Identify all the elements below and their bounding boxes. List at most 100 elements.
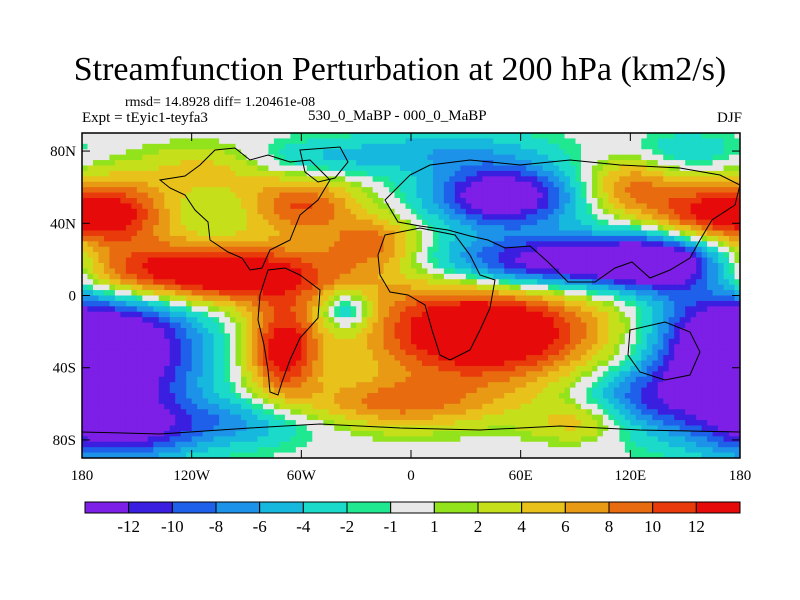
field-cell bbox=[531, 192, 538, 199]
field-cell bbox=[257, 268, 264, 275]
field-cell bbox=[345, 208, 352, 215]
field-cell bbox=[251, 252, 259, 259]
field-cell bbox=[191, 230, 198, 237]
field-cell bbox=[186, 306, 193, 313]
field-cell bbox=[367, 198, 374, 205]
field-cell bbox=[306, 295, 313, 302]
field-cell bbox=[454, 149, 461, 156]
field-cell bbox=[460, 187, 467, 194]
field-cell bbox=[361, 143, 368, 150]
field-cell bbox=[87, 160, 94, 167]
field-cell bbox=[619, 284, 626, 291]
field-cell bbox=[646, 273, 653, 280]
field-cell bbox=[685, 263, 692, 270]
field-cell bbox=[438, 208, 445, 215]
field-cell bbox=[734, 246, 740, 253]
field-cell bbox=[109, 214, 116, 221]
field-cell bbox=[202, 154, 209, 161]
field-cell bbox=[591, 241, 599, 248]
field-cell bbox=[449, 268, 456, 275]
field-cell bbox=[487, 241, 494, 248]
field-cell bbox=[224, 290, 231, 297]
field-cell bbox=[219, 219, 226, 226]
field-cell bbox=[394, 208, 401, 215]
field-cell bbox=[219, 344, 226, 351]
field-cell bbox=[493, 154, 500, 161]
field-cell bbox=[301, 295, 308, 302]
field-cell bbox=[482, 149, 489, 156]
field-cell bbox=[580, 317, 588, 324]
field-cell bbox=[570, 138, 577, 145]
field-cell bbox=[120, 246, 127, 253]
field-cell bbox=[180, 133, 187, 140]
field-cell bbox=[707, 328, 714, 335]
field-cell bbox=[109, 322, 116, 329]
field-cell bbox=[175, 306, 182, 313]
field-cell bbox=[597, 176, 604, 183]
field-cell bbox=[460, 160, 467, 167]
field-cell bbox=[109, 149, 116, 156]
field-cell bbox=[630, 208, 637, 215]
field-cell bbox=[372, 143, 379, 150]
field-cell bbox=[109, 138, 116, 145]
field-cell bbox=[378, 138, 385, 145]
field-cell bbox=[246, 306, 253, 313]
field-cell bbox=[175, 198, 182, 205]
field-cell bbox=[690, 268, 697, 275]
field-cell bbox=[284, 235, 291, 242]
field-cell bbox=[367, 143, 374, 150]
field-cell bbox=[443, 328, 450, 335]
field-cell bbox=[202, 241, 209, 248]
field-cell bbox=[339, 317, 346, 324]
field-cell bbox=[230, 198, 237, 205]
field-cell bbox=[273, 322, 280, 329]
field-cell bbox=[504, 322, 511, 329]
field-cell bbox=[663, 154, 670, 161]
field-cell bbox=[383, 317, 390, 324]
field-cell bbox=[169, 133, 176, 140]
field-cell bbox=[602, 311, 609, 318]
field-cell bbox=[345, 187, 352, 194]
field-cell bbox=[443, 225, 450, 232]
field-cell bbox=[542, 203, 549, 210]
field-cell bbox=[718, 235, 725, 242]
field-cell bbox=[646, 198, 653, 205]
field-cell bbox=[411, 284, 418, 291]
field-cell bbox=[608, 214, 615, 221]
field-cell bbox=[197, 311, 204, 318]
field-cell bbox=[646, 338, 653, 345]
field-cell bbox=[82, 273, 89, 280]
field-cell bbox=[153, 284, 160, 291]
field-cell bbox=[432, 295, 440, 302]
field-cell bbox=[235, 170, 242, 177]
field-cell bbox=[251, 290, 259, 297]
field-cell bbox=[564, 176, 571, 183]
field-cell bbox=[548, 263, 555, 270]
field-cell bbox=[257, 160, 264, 167]
field-cell bbox=[103, 284, 111, 291]
field-cell bbox=[438, 230, 445, 237]
field-cell bbox=[723, 328, 730, 335]
field-cell bbox=[114, 355, 121, 362]
field-cell bbox=[389, 198, 396, 205]
field-cell bbox=[449, 344, 456, 351]
field-cell bbox=[290, 170, 297, 177]
field-cell bbox=[175, 349, 182, 356]
field-cell bbox=[197, 235, 204, 242]
field-cell bbox=[471, 263, 478, 270]
field-cell bbox=[197, 300, 204, 307]
field-cell bbox=[586, 203, 593, 210]
field-cell bbox=[679, 268, 686, 275]
field-cell bbox=[597, 306, 604, 313]
field-cell bbox=[394, 279, 401, 286]
field-cell bbox=[630, 143, 637, 150]
field-cell bbox=[208, 306, 215, 313]
field-cell bbox=[421, 246, 429, 253]
field-cell bbox=[602, 149, 609, 156]
field-cell bbox=[487, 279, 494, 286]
field-cell bbox=[120, 344, 127, 351]
field-cell bbox=[674, 133, 681, 140]
field-cell bbox=[498, 241, 505, 248]
field-cell bbox=[356, 306, 363, 313]
field-cell bbox=[312, 328, 319, 335]
